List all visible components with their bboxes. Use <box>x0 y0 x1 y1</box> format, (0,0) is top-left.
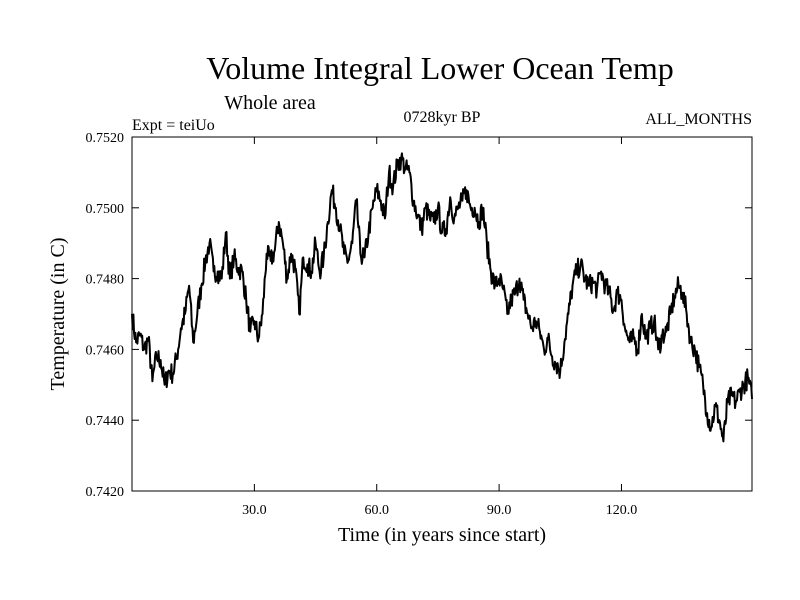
x-tick-label: 90.0 <box>487 503 512 518</box>
y-tick-label: 0.7420 <box>86 485 125 500</box>
x-tick-label: 60.0 <box>364 503 389 518</box>
y-tick-label: 0.7480 <box>86 273 125 288</box>
y-tick-label: 0.7440 <box>86 414 125 429</box>
months-label: ALL_MONTHS <box>645 111 752 128</box>
y-tick-label: 0.7460 <box>86 343 125 358</box>
data-series-line <box>131 152 753 443</box>
chart-title: Volume Integral Lower Ocean Temp <box>206 50 674 86</box>
chart-subtitle: Whole area <box>224 92 316 114</box>
x-axis-label: Time (in years since start) <box>338 524 546 546</box>
y-tick-label: 0.7500 <box>86 202 125 217</box>
experiment-label: Expt = teiUo <box>132 117 215 134</box>
y-tick-label: 0.7520 <box>86 131 125 146</box>
y-axis-ticks: 0.7420 0.7440 0.7460 0.7480 0.7500 0.7520 <box>86 131 752 500</box>
x-tick-label: 120.0 <box>606 503 638 518</box>
x-axis-ticks: 30.0 60.0 90.0 120.0 <box>242 137 637 518</box>
period-label: 0728kyr BP <box>404 109 481 126</box>
y-axis-label: Temperature (in C) <box>47 238 69 391</box>
x-tick-label: 30.0 <box>242 503 267 518</box>
plot-frame <box>131 136 753 492</box>
